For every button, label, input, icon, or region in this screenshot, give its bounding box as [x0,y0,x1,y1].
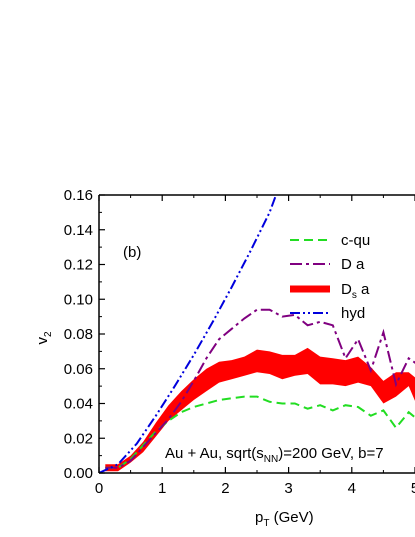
y-axis-label-main: v [34,337,51,345]
legend-label-dmeson: D a [341,256,365,273]
x-tick-label: 5 [411,480,415,497]
y-tick-label: 0.00 [64,465,93,482]
y-axis-label-sub: 2 [43,331,54,337]
legend-label-hydro: hyd [341,305,365,322]
series-line-dmeson [105,308,415,469]
annotation-text: Au + Au, sqrt(sNN)=200 GeV, b=7 [165,445,384,465]
x-tick-label: 3 [284,480,292,497]
annotation-post: )=200 GeV, b=7 [278,445,383,462]
y-tick-label: 0.12 [64,257,93,274]
legend-label-main: hyd [341,305,365,322]
annotation-pre: Au + Au, sqrt(s [165,445,264,462]
series-band-ds [105,347,415,472]
legend-label-cquark: c-qu [341,232,370,249]
legend-item-hydro: hyd [290,305,365,322]
y-tick-label: 0.14 [64,222,93,239]
legend-item-ds: Ds a [290,281,370,301]
legend-label-main: D [341,281,352,298]
legend-item-dmeson: D a [290,256,365,273]
y-tick-label: 0.08 [64,326,93,343]
y-tick-label: 0.02 [64,430,93,447]
y-tick-label: 0.10 [64,291,93,308]
series-line-hydro [99,195,277,473]
svg-text:v2: v2 [34,331,54,345]
x-axis-label-sub: T [263,518,269,529]
x-axis-label-main: p [255,509,263,526]
series-layer [99,195,415,473]
y-tick-label: 0.06 [64,361,93,378]
x-tick-label: 1 [158,480,166,497]
x-axis-label: pT (GeV) [255,509,314,529]
legend-label-ds: Ds a [341,281,370,301]
legend-label-main: c-qu [341,232,370,249]
x-tick-label: 2 [221,480,229,497]
y-tick-label: 0.04 [64,396,93,413]
legend-label-sub: s [352,290,357,301]
panel-label: (b) [123,244,141,261]
legend-label-after: a [357,281,370,298]
legend-label-main: D a [341,256,365,273]
x-axis-label-unit: (GeV) [269,509,313,526]
legend-item-cquark: c-qu [290,232,370,249]
x-tick-label: 0 [95,480,103,497]
y-axis-label: v2 [34,331,54,345]
y-tick-label: 0.16 [64,187,93,204]
axis-ticks: 0 1 2 3 4 5 0.00 0.02 0.04 0.06 0.08 0.10 0.12 0.14 0.… [64,187,415,497]
annotation-sub: NN [264,454,278,465]
x-tick-label: 4 [348,480,356,497]
